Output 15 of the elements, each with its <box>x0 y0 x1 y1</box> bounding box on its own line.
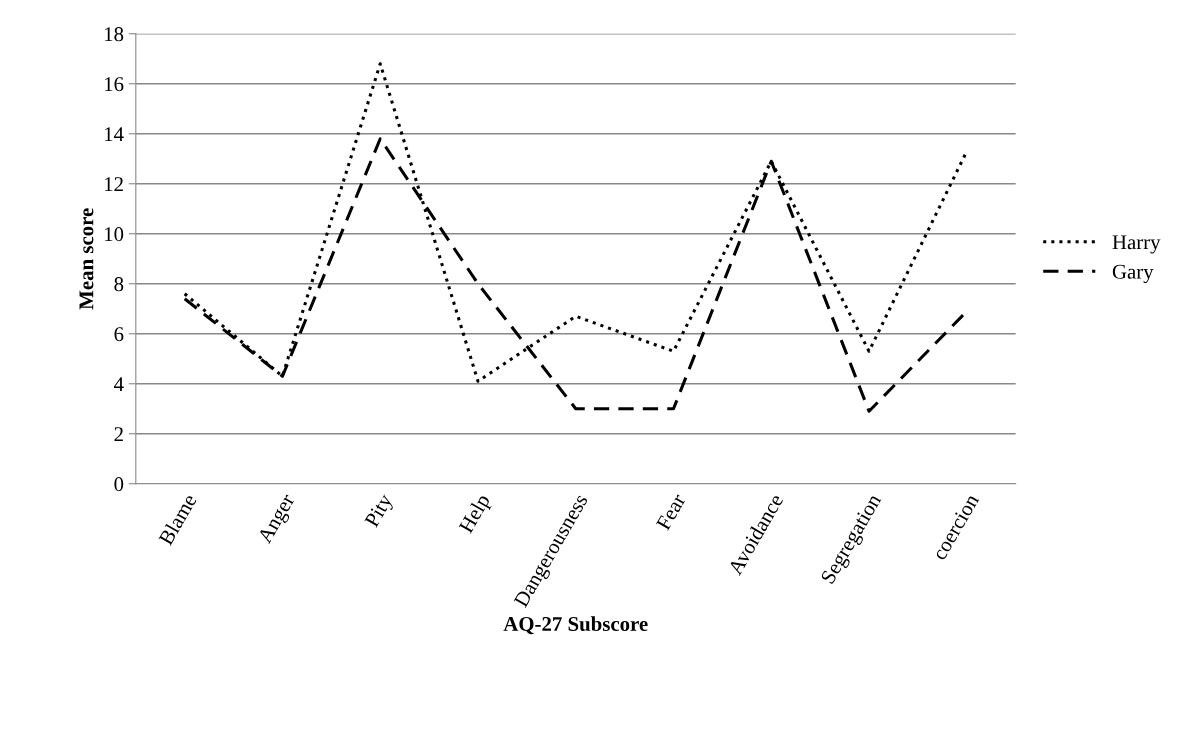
y-tick-label: 10 <box>105 227 124 242</box>
y-tick-label: 8 <box>114 277 124 292</box>
legend-label: Gary <box>1112 264 1154 284</box>
y-tick-label: 6 <box>114 327 124 342</box>
y-axis-title: Mean score <box>79 208 94 310</box>
y-tick-label: 18 <box>105 27 124 42</box>
y-tick-label: 16 <box>105 77 124 92</box>
x-axis-title: AQ-27 Subscore <box>503 616 648 635</box>
y-tick-label: 4 <box>114 377 124 391</box>
legend-label: Harry <box>1112 235 1161 254</box>
y-tick-label: 2 <box>114 427 123 441</box>
y-tick-label: 12 <box>105 177 123 191</box>
y-tick-label: 14 <box>105 127 124 141</box>
y-tick-label: 0 <box>114 477 124 492</box>
x-tick-label: Pity <box>364 492 397 531</box>
